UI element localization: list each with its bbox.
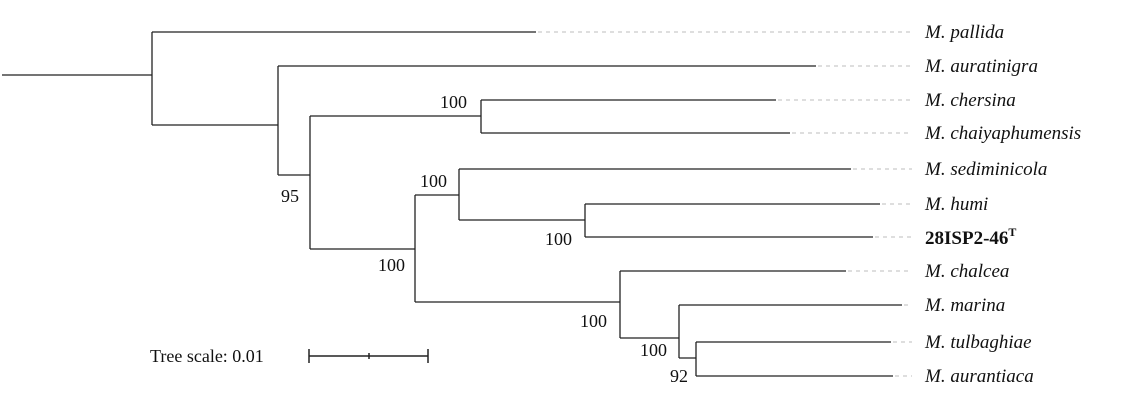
taxon-label-tulbaghiae: M. tulbaghiae	[924, 332, 1032, 353]
label-guides	[538, 31, 912, 377]
support-values: 100 95 100 100 100 100 100 92	[281, 92, 688, 386]
support-sediminicola-group: 100	[420, 171, 447, 191]
taxon-label-chersina: M. chersina	[924, 90, 1016, 111]
taxon-label-pallida: M. pallida	[924, 22, 1004, 43]
taxon-label-chaiyaphumensis: M. chaiyaphumensis	[924, 123, 1081, 144]
tree-branches	[2, 31, 902, 377]
tree-scale-bar: Tree scale: 0.01	[150, 346, 429, 366]
taxon-label-chalcea: M. chalcea	[924, 261, 1009, 282]
support-marina-group: 100	[640, 340, 667, 360]
support-humi-strain: 100	[545, 229, 572, 249]
taxon-labels: M. pallida M. auratinigra M. chersina M.…	[924, 22, 1081, 387]
taxon-label-humi: M. humi	[924, 194, 988, 215]
taxon-label-sediminicola: M. sediminicola	[924, 159, 1047, 180]
support-chalcea-group: 100	[580, 311, 607, 331]
support-chersina-chaiyaphumensis: 100	[440, 92, 467, 112]
support-tulbaghiae-aurantiaca: 92	[670, 366, 688, 386]
taxon-label-auratinigra: M. auratinigra	[924, 56, 1038, 77]
taxon-label-marina: M. marina	[924, 295, 1005, 316]
taxon-label-aurantiaca: M. aurantiaca	[924, 366, 1034, 387]
support-core: 100	[378, 255, 405, 275]
support-ingroup: 95	[281, 186, 299, 206]
taxon-label-strain: 28ISP2-46T	[925, 225, 1016, 249]
tree-scale-label: Tree scale: 0.01	[150, 346, 264, 366]
